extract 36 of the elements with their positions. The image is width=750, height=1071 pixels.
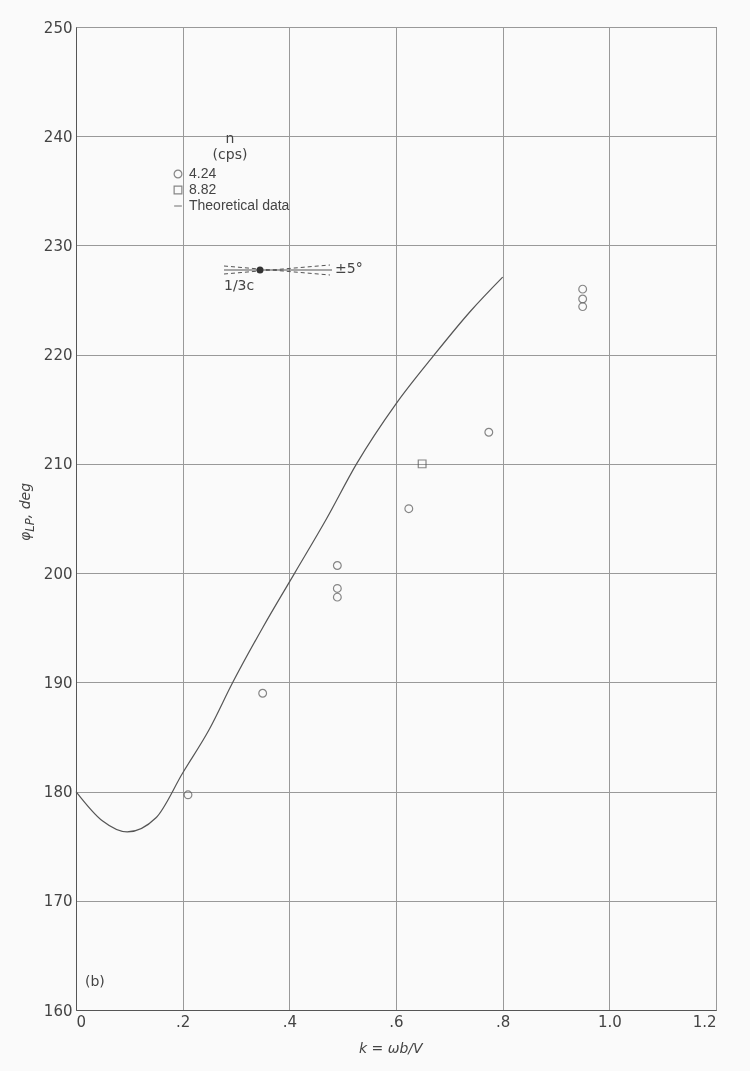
x-axis-title: k = ωb/V [359, 1040, 423, 1056]
y-tick-label: 220 [43, 346, 73, 365]
point [578, 302, 588, 312]
y-tick-label: 230 [43, 236, 73, 255]
point [484, 427, 494, 437]
y-tick-label: 240 [43, 127, 73, 146]
x-tick-label: .8 [496, 1012, 511, 1031]
point [417, 459, 427, 469]
y-tick-label: 250 [43, 18, 73, 37]
y-tick-label: 160 [43, 1001, 73, 1020]
x-tick-label: .2 [176, 1012, 191, 1031]
annotation: (b) [85, 973, 105, 989]
annotation: ±5° [335, 260, 363, 276]
x-tick-label: 0 [76, 1012, 87, 1031]
x-tick-label: .6 [389, 1012, 404, 1031]
legend-label: 8.82 [189, 181, 217, 197]
point [332, 592, 342, 602]
point [578, 284, 588, 294]
point [183, 790, 193, 800]
x-tick-label: 1.0 [597, 1012, 622, 1031]
y-tick-label: 170 [43, 892, 73, 911]
point [404, 504, 414, 514]
legend-title: n (cps) [212, 130, 248, 162]
point [258, 688, 268, 698]
y-tick-label: 210 [43, 455, 73, 474]
annotation: 1/3c [224, 277, 255, 293]
point [578, 294, 588, 304]
y-tick-label: 190 [43, 673, 73, 692]
y-tick-label: 200 [43, 564, 73, 583]
point [332, 583, 342, 593]
point [332, 561, 342, 570]
x-tick-label: .4 [282, 1012, 297, 1031]
x-tick-label: 1.2 [692, 1012, 717, 1031]
legend-label: 4.24 [189, 165, 217, 181]
legend-label: Theoretical data [189, 197, 290, 213]
y-tick-label: 180 [43, 783, 73, 802]
